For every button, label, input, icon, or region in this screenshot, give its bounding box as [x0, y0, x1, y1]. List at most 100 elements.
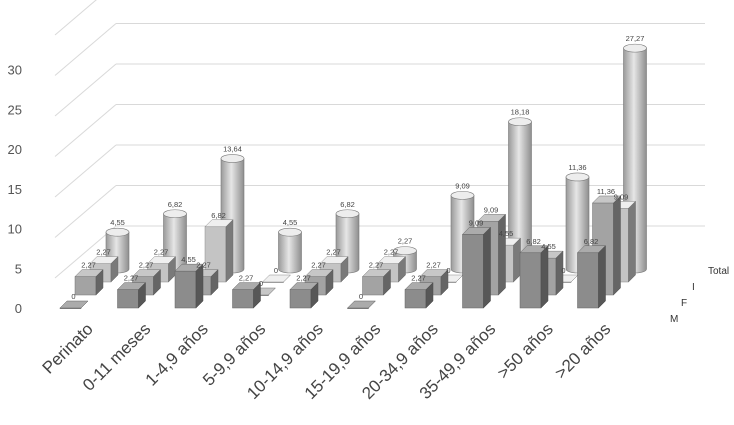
data-label: 6,82 — [584, 237, 599, 246]
data-label: 4,55 — [181, 255, 196, 264]
data-label: 2,27 — [398, 237, 413, 246]
data-label: 0 — [561, 266, 565, 275]
data-label: 0 — [71, 292, 75, 301]
gridlines — [54, 0, 705, 279]
data-label: 11,36 — [597, 187, 615, 196]
data-label: 2,27 — [296, 274, 311, 283]
cylinder-top — [220, 154, 245, 163]
bar-side-face — [398, 256, 406, 283]
series-axis-labels: MFI Total — [670, 266, 729, 325]
data-label: 0 — [446, 266, 450, 275]
data-label: 0 — [259, 279, 263, 288]
bar-top-face — [59, 300, 89, 309]
data-labels: 4,556,8213,644,556,822,279,0918,1811,362… — [71, 34, 644, 301]
data-label: 0 — [359, 292, 363, 301]
data-label: 2,27 — [411, 274, 426, 283]
bar-side-face — [195, 263, 204, 309]
data-label: 4,55 — [283, 218, 298, 227]
gridline-diagonal — [54, 185, 117, 238]
y-tick-label: 20 — [8, 142, 22, 157]
bar-M-3 — [231, 282, 262, 309]
bar-F-0 — [74, 269, 104, 296]
cylinder-top — [623, 43, 647, 53]
gridline-diagonal — [54, 104, 117, 157]
bar-side-face — [613, 195, 621, 296]
data-label: 2,27 — [139, 261, 154, 270]
bar-F-5 — [361, 269, 392, 296]
bar-M-6 — [404, 282, 434, 309]
bar-front-face — [117, 289, 139, 309]
data-label: 2,27 — [369, 261, 384, 270]
gridline-diagonal — [54, 63, 117, 117]
bar-side-face — [498, 213, 506, 296]
bar-I-4 — [319, 256, 349, 283]
data-label: 4,55 — [499, 229, 514, 238]
bar-side-face — [383, 269, 391, 296]
bar-side-face — [425, 282, 434, 309]
cylinder-top — [105, 227, 130, 237]
category-label: >50 años — [494, 319, 557, 382]
bar-side-face — [325, 269, 334, 296]
data-label: 6,82 — [526, 237, 541, 246]
bar-M-1 — [116, 282, 147, 309]
bar-side-face — [80, 300, 89, 309]
cylinder-top — [278, 227, 302, 237]
y-tick-label: 0 — [15, 301, 22, 316]
data-label: 2,27 — [239, 274, 254, 283]
cylinder-top — [565, 172, 590, 182]
data-label: 6,82 — [168, 200, 183, 209]
gridline-diagonal — [54, 144, 117, 198]
data-label: 4,55 — [110, 218, 125, 227]
data-label: 6,82 — [211, 211, 226, 220]
bar-front-face — [232, 289, 254, 309]
data-label: 9,09 — [469, 218, 484, 227]
cylinder-top — [450, 191, 475, 200]
y-tick-label: 15 — [8, 182, 22, 197]
data-label: 2,27 — [96, 248, 111, 257]
data-label: 4,55 — [541, 242, 556, 251]
bar-top-face — [346, 300, 377, 309]
data-label: 2,27 — [326, 248, 341, 257]
cylinder-top — [335, 209, 360, 219]
data-label: 2,27 — [384, 248, 399, 257]
bar-front-face — [404, 289, 427, 309]
bar-side-face — [310, 282, 319, 309]
bar-side-face — [340, 256, 349, 283]
bar-side-face — [483, 226, 491, 309]
bar-M-2 — [174, 263, 204, 309]
bar-side-face — [283, 274, 291, 283]
bar-front-face — [362, 276, 384, 296]
y-tick-label: 25 — [8, 102, 22, 117]
bar-side-face — [368, 300, 376, 309]
bar-M-7 — [461, 226, 492, 309]
bar-front-face — [462, 234, 484, 309]
series-label-F: F — [681, 298, 687, 309]
bar-front-face — [519, 252, 542, 309]
y-tick-label: 5 — [15, 261, 22, 276]
bars — [59, 43, 647, 309]
series-label-I: I — [692, 282, 695, 293]
bar-M-5 — [346, 300, 377, 309]
bar-side-face — [95, 269, 104, 296]
category-label: Perinato — [39, 319, 97, 377]
data-label: 2,27 — [196, 261, 211, 270]
bar-front-face — [74, 276, 97, 296]
bar-side-face — [110, 256, 119, 283]
bar-side-face — [138, 282, 146, 309]
cylinder-top — [508, 117, 532, 127]
data-label: 0 — [274, 266, 278, 275]
bar-side-face — [253, 282, 261, 309]
bar-I-2 — [204, 219, 234, 283]
bar-side-face — [225, 219, 234, 283]
data-label: 9,09 — [484, 205, 499, 214]
gridline-diagonal — [54, 23, 117, 76]
series-label-Total: Total — [708, 266, 729, 277]
data-label: 18,18 — [511, 108, 530, 117]
bar-M-8 — [519, 245, 549, 309]
data-label: 2,27 — [426, 261, 441, 270]
bar-side-face — [540, 245, 549, 309]
data-label: 9,09 — [455, 181, 470, 190]
